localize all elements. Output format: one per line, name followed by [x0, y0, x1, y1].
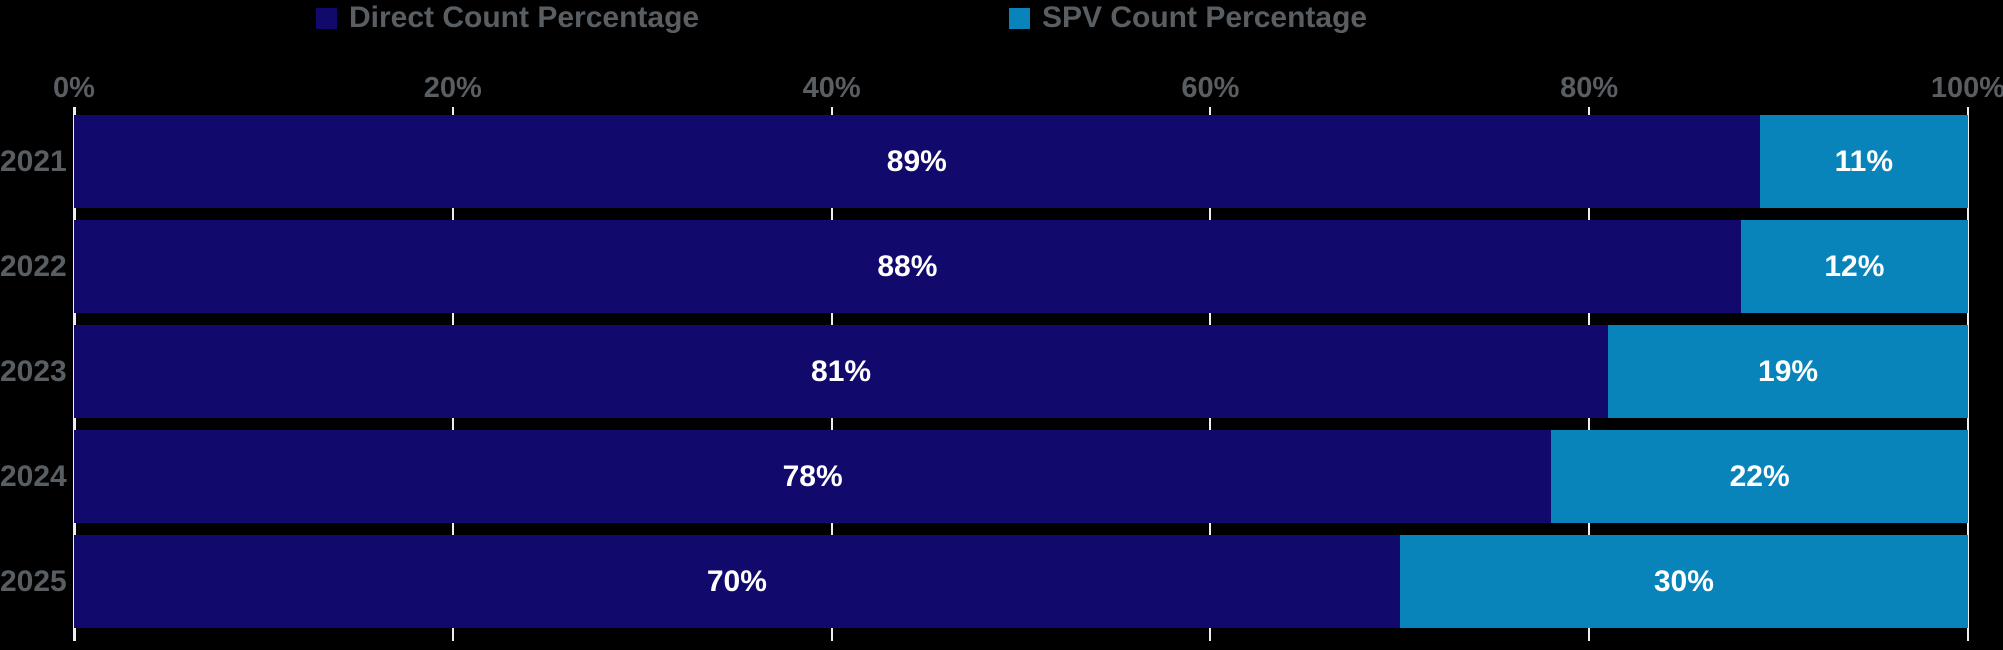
x-axis-tick-label: 0%: [53, 72, 95, 104]
bar-row-2021: 89% 11%: [74, 115, 1968, 208]
bar-row-2025: 70% 30%: [74, 535, 1968, 628]
x-axis-tick-label: 100%: [1930, 72, 2003, 104]
bar-value-label: 89%: [886, 144, 947, 178]
y-axis-category-label: 2024: [0, 460, 67, 493]
y-axis-category-label: 2021: [0, 145, 67, 178]
bar-value-label: 11%: [1834, 144, 1894, 178]
bar-value-label: 78%: [782, 459, 843, 493]
bar-row-2024: 78% 22%: [74, 430, 1968, 523]
x-axis-tick-label: 20%: [423, 72, 482, 104]
legend-item-spv[interactable]: SPV Count Percentage: [1009, 1, 1368, 34]
x-axis-tick-label: 60%: [1181, 72, 1240, 104]
x-axis-tick-label: 40%: [802, 72, 861, 104]
bar-value-label: 88%: [877, 249, 938, 283]
y-axis-category-label: 2022: [0, 250, 67, 283]
bar-segment[interactable]: 88%: [74, 220, 1741, 313]
direct-series-swatch-icon: [316, 7, 337, 29]
y-axis-category-label: 2025: [0, 565, 67, 598]
bar-segment[interactable]: 11%: [1759, 115, 1968, 208]
bar-segment[interactable]: 70%: [74, 535, 1400, 628]
bar-row-2022: 88% 12%: [74, 220, 1968, 313]
bar-segment[interactable]: 81%: [74, 325, 1609, 418]
bar-segment[interactable]: 30%: [1399, 535, 1968, 628]
bar-segment[interactable]: 19%: [1608, 325, 1968, 418]
bar-segment[interactable]: 22%: [1551, 430, 1968, 523]
x-axis-tick-label: 80%: [1560, 72, 1619, 104]
bar-value-label: 22%: [1729, 459, 1790, 493]
bar-value-label: 70%: [706, 564, 767, 598]
bar-segment[interactable]: 89%: [74, 115, 1760, 208]
bar-value-label: 12%: [1824, 249, 1885, 283]
bar-segment[interactable]: 78%: [74, 430, 1552, 523]
bar-segment[interactable]: 12%: [1740, 220, 1968, 313]
legend-item-direct[interactable]: Direct Count Percentage: [316, 1, 700, 34]
spv-series-swatch-icon: [1009, 7, 1030, 29]
bar-value-label: 81%: [811, 354, 872, 388]
legend-label-spv: SPV Count Percentage: [1042, 1, 1368, 34]
gridline: [1967, 107, 1969, 641]
bar-value-label: 19%: [1758, 354, 1819, 388]
y-axis-category-label: 2023: [0, 355, 67, 388]
bar-row-2023: 81% 19%: [74, 325, 1968, 418]
legend-label-direct: Direct Count Percentage: [349, 1, 700, 34]
bar-value-label: 30%: [1653, 564, 1714, 598]
